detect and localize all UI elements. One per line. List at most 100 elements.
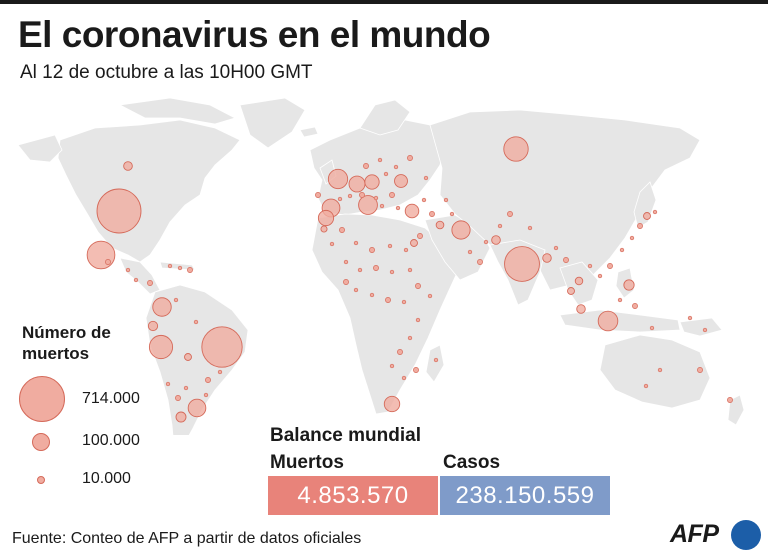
bubble-small	[649, 325, 655, 331]
bubble-small	[477, 259, 483, 265]
bubble-egipto	[410, 239, 418, 247]
land-japan	[633, 181, 657, 229]
bubble-filipinas	[623, 279, 635, 291]
bubble-small	[377, 157, 383, 163]
bubble-small	[167, 263, 173, 269]
bubble-small	[383, 171, 389, 177]
bubble-indonesia	[597, 310, 619, 332]
bubble-small	[597, 273, 603, 279]
land-new-zealand	[727, 394, 745, 426]
bubble-small	[449, 211, 455, 217]
bubble-small	[385, 297, 391, 303]
land-madagascar	[425, 344, 445, 383]
bubble-rusia	[503, 136, 529, 162]
cases-value-box: 238.150.559	[440, 476, 610, 515]
bubble-sudáfrica	[383, 395, 401, 413]
bubble-polonia	[364, 174, 380, 190]
bubble-small	[587, 263, 593, 269]
bubble-malasia	[576, 304, 586, 314]
bubble-small	[389, 192, 395, 198]
bubble-small	[687, 315, 693, 321]
bubble-small	[407, 267, 413, 273]
land-north-america	[57, 119, 241, 263]
land-greenland	[239, 97, 306, 149]
bubble-small	[417, 233, 423, 239]
bubble-small	[467, 249, 473, 255]
bubble-small	[393, 164, 399, 170]
bubble-small	[389, 269, 395, 275]
bubble-india	[504, 246, 540, 282]
bubble-small	[165, 381, 171, 387]
land-alaska	[17, 134, 63, 163]
legend-label-large: 714.000	[82, 390, 140, 407]
bubble-small	[702, 327, 708, 333]
bubble-small	[637, 223, 643, 229]
bubble-small	[205, 377, 211, 383]
legend-label-small: 10.000	[82, 470, 131, 487]
bubble-méxico	[86, 240, 116, 270]
source-note: Fuente: Conteo de AFP a partir de datos …	[12, 530, 362, 547]
land-scandinavia	[359, 99, 411, 136]
land-iceland	[299, 126, 319, 138]
bubble-españa	[317, 209, 335, 227]
bubble-small	[401, 375, 407, 381]
bubble-small	[483, 239, 489, 245]
bubble-argentina	[187, 398, 207, 418]
bubble-small	[617, 297, 623, 303]
bubble-small	[105, 259, 111, 265]
land-indonesia	[559, 309, 681, 333]
bubble-small	[387, 243, 393, 249]
legend-circle-small	[37, 476, 45, 484]
bubble-canadá	[123, 161, 133, 171]
bubble-small	[203, 392, 209, 398]
bubble-japón	[643, 212, 651, 220]
bubble-small	[363, 163, 369, 169]
page-subtitle: Al 12 de octubre a las 10H00 GMT	[20, 62, 313, 83]
bubble-small	[643, 383, 649, 389]
bubble-small	[415, 317, 421, 323]
bubble-small	[339, 227, 345, 233]
bubble-small	[193, 319, 199, 325]
land-australia	[599, 334, 711, 409]
bubble-small	[217, 369, 223, 375]
legend-label-medium: 100.000	[82, 432, 140, 449]
bubble-small	[359, 192, 365, 198]
bubble-irak	[435, 220, 445, 230]
bubble-perú	[148, 334, 174, 360]
bubble-turquía	[404, 203, 420, 219]
deaths-value-box: 4.853.570	[268, 476, 438, 515]
bubble-small	[607, 263, 613, 269]
bubble-small	[553, 245, 559, 251]
bubble-small	[427, 293, 433, 299]
bubble-small	[369, 292, 375, 298]
bubble-small	[413, 367, 419, 373]
land-new-guinea	[679, 317, 723, 337]
bubble-small	[337, 196, 343, 202]
bubble-small	[657, 367, 663, 373]
bubble-small	[357, 267, 363, 273]
balance-title: Balance mundial	[270, 425, 421, 446]
bubble-vietnam	[574, 276, 584, 286]
bubble-small	[407, 335, 413, 341]
land-canada-north	[118, 97, 237, 125]
bubble-bolivia	[184, 353, 192, 361]
bubble-reino-unido	[327, 168, 349, 190]
bubble-small	[407, 155, 413, 161]
bubble-small	[415, 283, 421, 289]
top-rule	[0, 0, 768, 4]
land-central-america	[119, 257, 161, 295]
bubble-small	[147, 280, 153, 286]
bubble-small	[403, 247, 409, 253]
bubble-ucrania	[394, 174, 408, 188]
bubble-small	[353, 287, 359, 293]
bubble-small	[429, 211, 435, 217]
bubble-small	[629, 235, 635, 241]
land-south-america	[145, 284, 249, 435]
bubble-small	[125, 267, 131, 273]
bubble-tailandia	[567, 287, 575, 295]
bubble-colombia	[152, 297, 172, 317]
bubble-small	[373, 195, 379, 201]
bubble-small	[343, 279, 349, 285]
bubble-small	[527, 225, 533, 231]
bubble-small	[353, 240, 359, 246]
